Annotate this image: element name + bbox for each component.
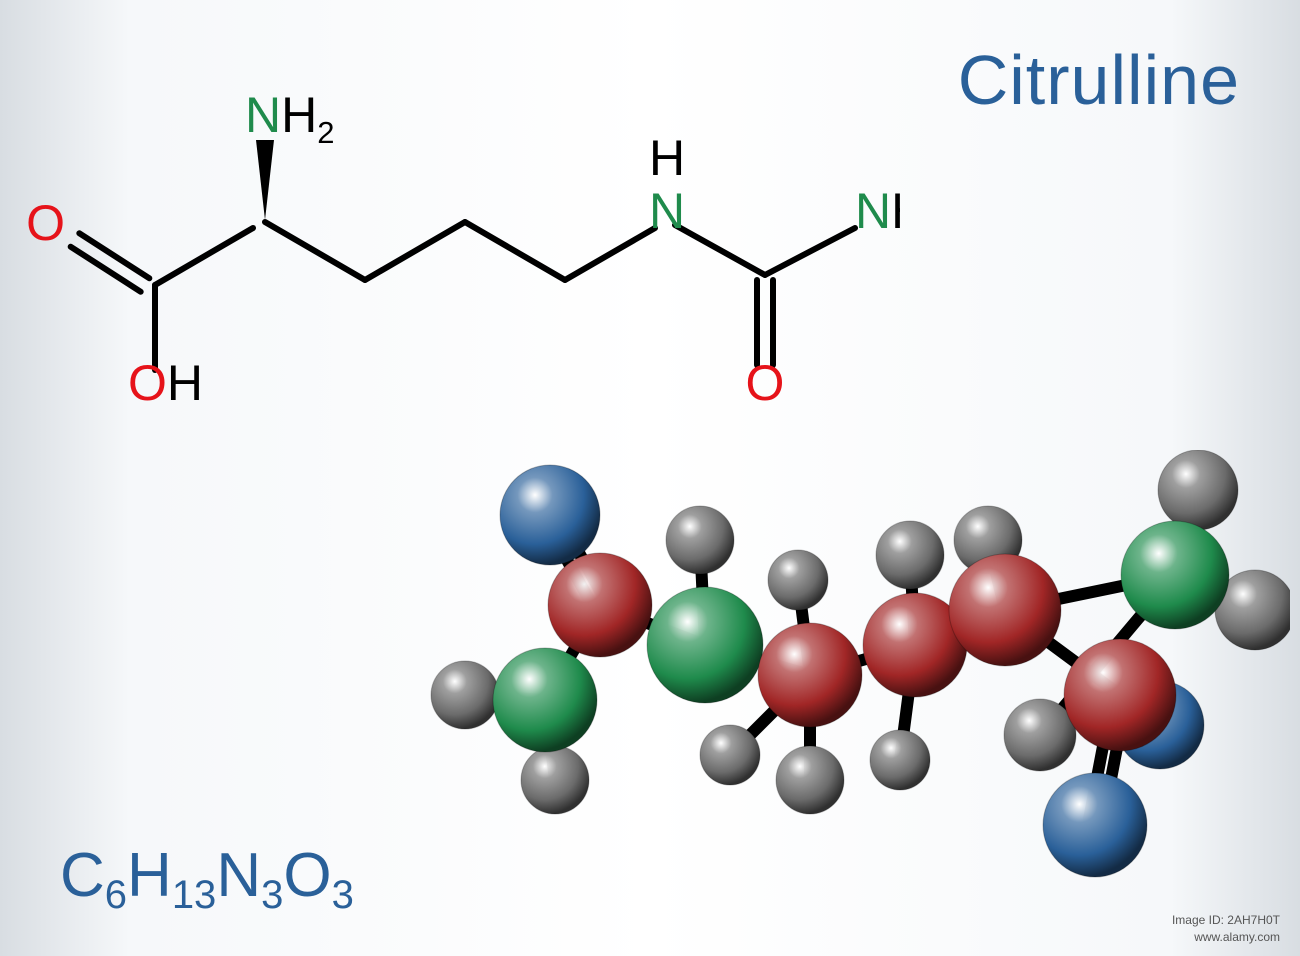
ball-stick-model — [370, 450, 1290, 910]
svg-text:O: O — [746, 355, 785, 411]
image-site: www.alamy.com — [1172, 929, 1280, 946]
svg-text:O: O — [26, 195, 65, 251]
svg-text:NH2: NH2 — [855, 183, 900, 246]
svg-text:N: N — [649, 183, 685, 239]
svg-text:OH: OH — [128, 355, 203, 411]
canvas: Citrulline C6H13N3O3 O OH NH2 HN O NH2 Image … — [0, 0, 1300, 956]
molecular-formula: C6H13N3O3 — [60, 840, 354, 911]
image-id: Image ID: 2AH7H0T — [1172, 912, 1280, 929]
structural-formula: O OH NH2 HN O NH2 — [20, 90, 900, 420]
compound-title: Citrulline — [958, 40, 1240, 120]
svg-text:NH2: NH2 — [245, 90, 334, 150]
svg-text:H: H — [649, 130, 685, 186]
image-credit: Image ID: 2AH7H0T www.alamy.com — [1172, 912, 1280, 946]
